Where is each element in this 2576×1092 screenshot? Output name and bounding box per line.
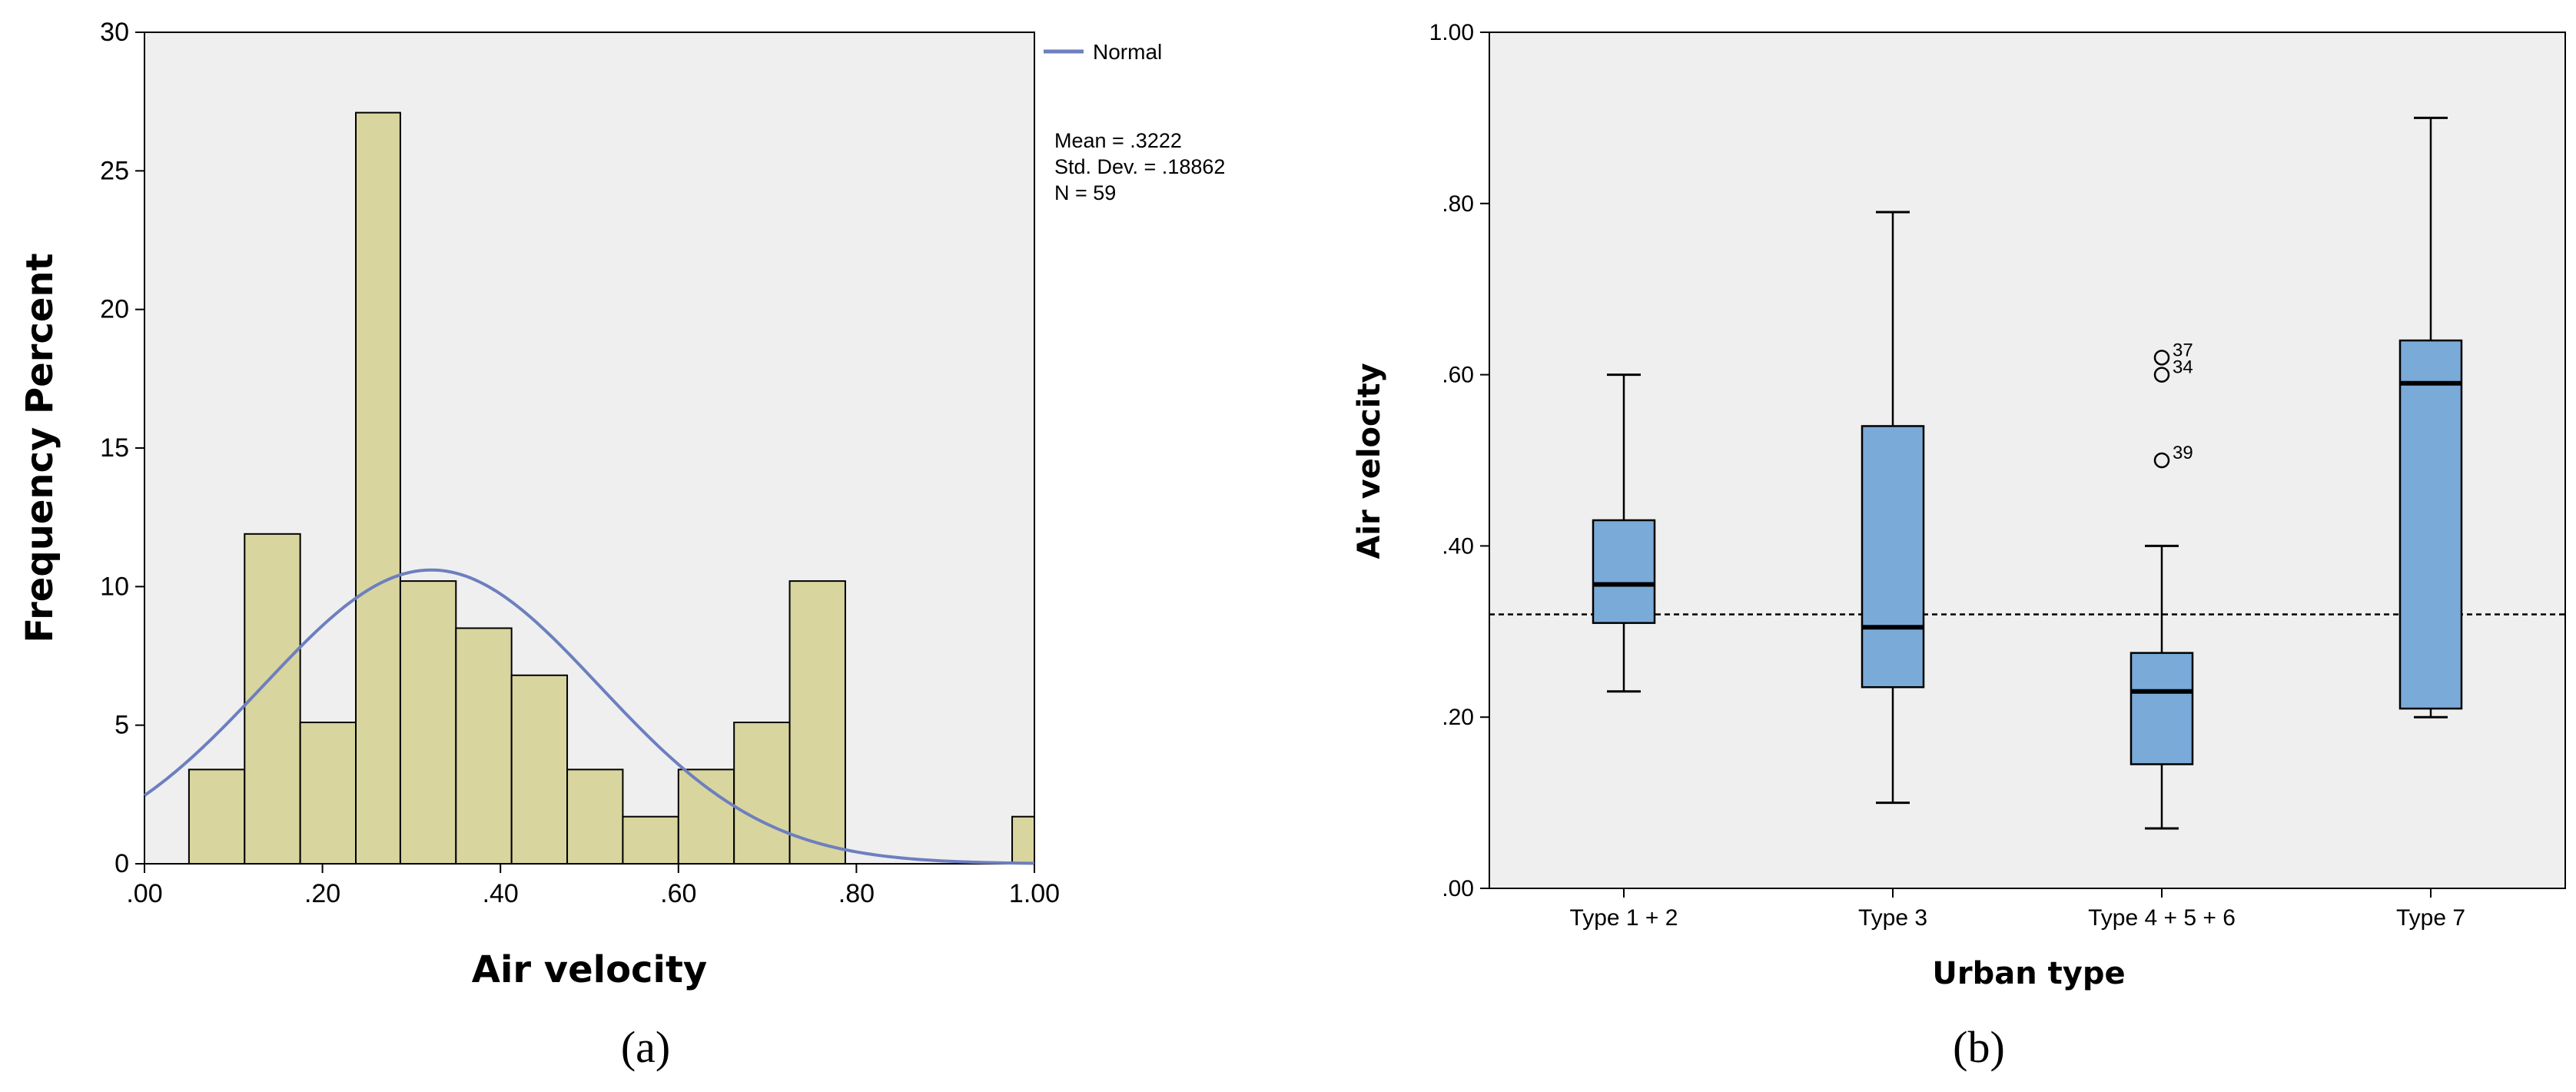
boxplot-y-tick-label: .80 <box>1442 191 1474 217</box>
histogram-bar <box>622 815 679 865</box>
box-iqr <box>2130 652 2194 765</box>
histogram-bar <box>1011 815 1036 865</box>
histogram-bar <box>510 674 569 865</box>
panel-label-a: (a) <box>621 1022 670 1072</box>
box <box>2130 544 2194 830</box>
box-iqr <box>1861 425 1925 689</box>
histogram-bars <box>188 111 1036 865</box>
box-iqr <box>1592 519 1656 624</box>
boxplot-x-tick-label: Type 1 + 2 <box>1570 905 1678 931</box>
outlier-point <box>2153 367 2170 383</box>
legend-normal-label: Normal <box>1093 40 1162 64</box>
outlier-point <box>2153 350 2170 366</box>
histogram-bar <box>299 722 357 865</box>
histogram-bar <box>399 580 457 865</box>
box <box>1592 373 1656 693</box>
boxplot-y-axis-title: Air velocity <box>1352 363 1387 559</box>
stats-n: N = 59 <box>1054 181 1116 204</box>
histogram-bar <box>733 722 791 865</box>
histogram-x-tick-label: .60 <box>660 879 696 908</box>
boxplot-x-tick-label: Type 4 + 5 + 6 <box>2088 905 2236 931</box>
outlier-point <box>2153 452 2170 469</box>
normal-curve <box>143 568 1035 865</box>
stats-std-dev: Std. Dev. = .18862 <box>1054 155 1225 178</box>
panel-label-b: (b) <box>1953 1022 2005 1072</box>
histogram-x-tick-label: .00 <box>126 879 162 908</box>
histogram-x-tick-label: 1.00 <box>1009 879 1060 908</box>
box <box>2398 116 2463 719</box>
histogram-y-axis-title: Frequency Percent <box>18 253 61 642</box>
histogram-legend: Normal <box>1044 40 1162 64</box>
boxplot-y-tick-label: .20 <box>1442 705 1474 730</box>
histogram-y-tick-label: 10 <box>100 572 129 601</box>
boxplot-x-tick-label: Type 7 <box>2396 905 2465 931</box>
histogram-x-tick-label: .40 <box>483 879 519 908</box>
boxplot-y-ticks: .00 .20 .40 .60 .80 1.00 <box>1429 20 1489 901</box>
box <box>1861 211 1925 805</box>
outlier-label: 34 <box>2173 357 2193 378</box>
histogram-y-tick-label: 0 <box>115 849 129 878</box>
histogram-bar <box>188 768 246 865</box>
boxplot-y-tick-label: .40 <box>1442 533 1474 559</box>
histogram-bar <box>677 768 735 865</box>
histogram-panel: 0 5 10 15 20 25 30 .00 .20 .40 .60 .80 1.00 Frequen… <box>18 18 1225 1072</box>
box-iqr <box>2398 339 2463 710</box>
stats-mean: Mean = .3222 <box>1054 129 1182 152</box>
boxplot-y-tick-label: 1.00 <box>1429 20 1474 45</box>
outlier-label: 39 <box>2173 443 2193 463</box>
boxplot-y-tick-label: .60 <box>1442 363 1474 388</box>
boxplot-plot-area <box>1489 32 2566 889</box>
histogram-y-tick-label: 5 <box>115 711 129 740</box>
histogram-bar <box>788 580 846 865</box>
histogram-stats: Mean = .3222 Std. Dev. = .18862 N = 59 <box>1054 129 1225 204</box>
boxplot-x-axis-title: Urban type <box>1932 956 2125 991</box>
histogram-x-ticks: .00 .20 .40 .60 .80 1.00 <box>126 864 1060 908</box>
histogram-bar <box>244 533 301 865</box>
histogram-x-tick-label: .20 <box>304 879 340 908</box>
outlier-label: 37 <box>2173 340 2193 360</box>
boxplot-x-ticks: Type 1 + 2 Type 3 Type 4 + 5 + 6 Type 7 <box>1570 888 2465 931</box>
boxplot-boxes <box>1592 116 2463 830</box>
histogram-x-tick-label: .80 <box>838 879 875 908</box>
histogram-y-tick-label: 15 <box>100 433 129 463</box>
histogram-y-ticks: 0 5 10 15 20 25 30 <box>100 18 144 878</box>
histogram-y-tick-label: 25 <box>100 156 129 185</box>
histogram-bar <box>355 111 401 865</box>
boxplot-y-tick-label: .00 <box>1442 876 1474 901</box>
histogram-y-tick-label: 30 <box>100 18 129 47</box>
histogram-bar <box>566 768 624 865</box>
histogram-bar <box>455 627 513 865</box>
histogram-y-tick-label: 20 <box>100 295 129 324</box>
histogram-x-axis-title: Air velocity <box>472 948 707 991</box>
boxplot-x-tick-label: Type 3 <box>1858 905 1927 931</box>
